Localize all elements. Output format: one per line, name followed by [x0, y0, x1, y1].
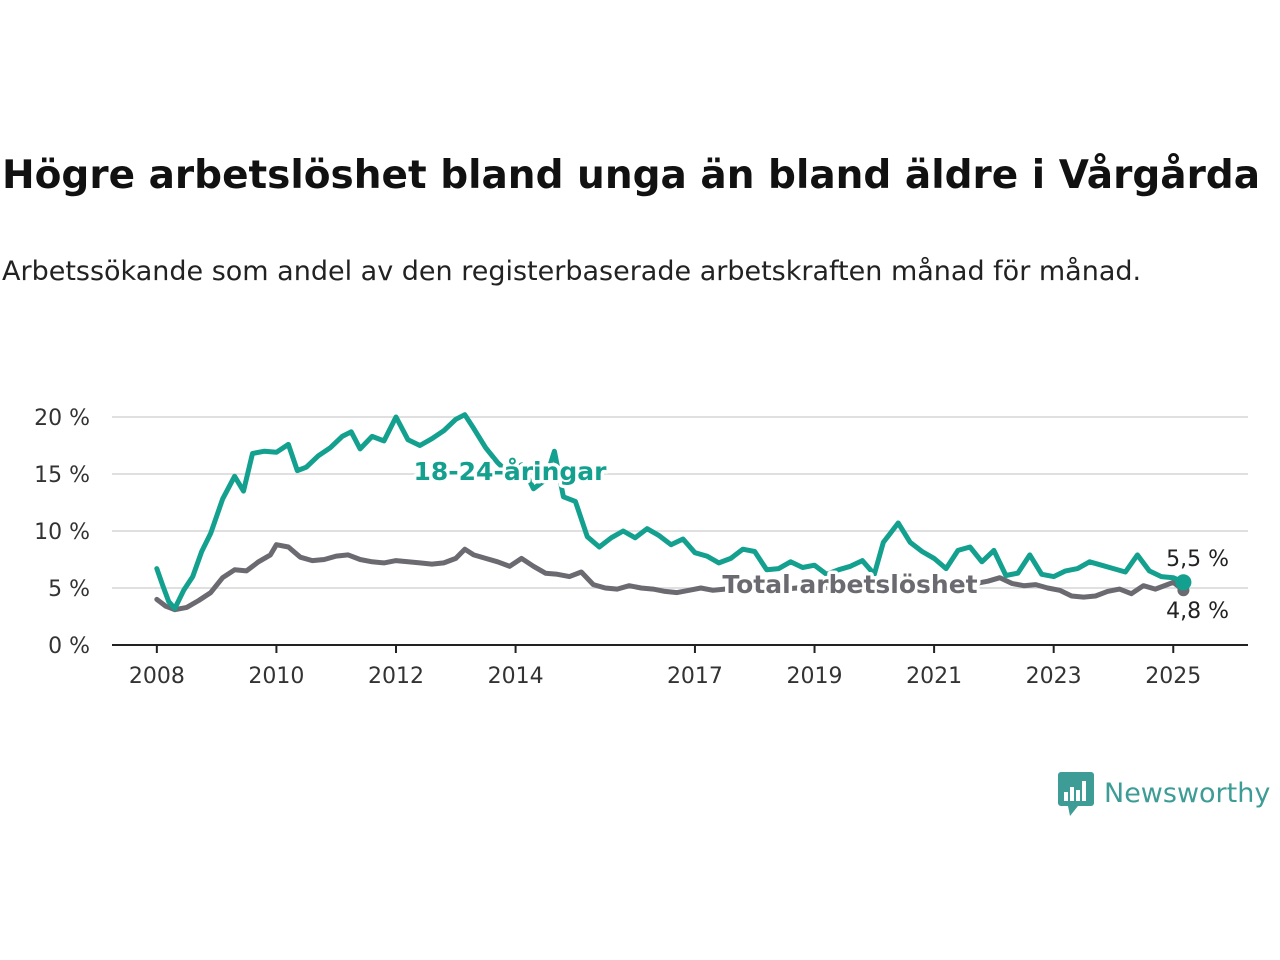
series-label-youth: 18-24-åringar: [414, 457, 608, 486]
x-tick-label: 2012: [368, 664, 424, 689]
y-tick-label: 15 %: [34, 463, 90, 488]
x-tick-label: 2023: [1026, 664, 1082, 689]
x-tick-label: 2019: [787, 664, 843, 689]
series-endpoint-youth: [1175, 574, 1192, 591]
page-title: Högre arbetslöshet bland unga än bland ä…: [2, 153, 1261, 198]
series-line-youth: [154, 412, 1186, 611]
line-chart: 0 %5 %10 %15 %20 % 2008 2010 2012 2014 2017 2…: [34, 406, 1248, 689]
x-tick-label: 2025: [1145, 664, 1201, 689]
x-axis: 2008 2010 2012 2014 2017 2019 2021 2023 2025: [112, 644, 1248, 689]
series-label-total: Total arbetslöshet: [722, 570, 977, 599]
x-tick-label: 2021: [906, 664, 962, 689]
y-tick-label: 20 %: [34, 406, 90, 431]
end-value-total: 4,8 %: [1166, 599, 1229, 624]
series-labels: 18-24-åringar Total arbetslöshet 5,5 % 4,8 …: [410, 454, 1232, 627]
newsworthy-logo-icon: [1058, 772, 1094, 816]
series-lines: [154, 412, 1192, 613]
chart-subtitle: Arbetssökande som andel av den registerb…: [2, 256, 1142, 287]
y-axis-ticks: 0 % 5 % 10 % 15 % 20 %: [34, 406, 90, 659]
x-tick-label: 2014: [488, 664, 544, 689]
brand-logo: Newsworthy: [1058, 772, 1270, 816]
x-tick-label: 2008: [129, 664, 185, 689]
x-tick-label: 2017: [667, 664, 723, 689]
y-tick-label: 5 %: [48, 577, 90, 602]
y-tick-label: 10 %: [34, 520, 90, 545]
x-tick-label: 2010: [248, 664, 304, 689]
grid-lines: [112, 416, 1248, 589]
end-value-youth: 5,5 %: [1166, 547, 1229, 572]
y-tick-label: 0 %: [48, 634, 90, 659]
series-line-total: [154, 542, 1186, 613]
brand-name: Newsworthy: [1104, 778, 1271, 809]
